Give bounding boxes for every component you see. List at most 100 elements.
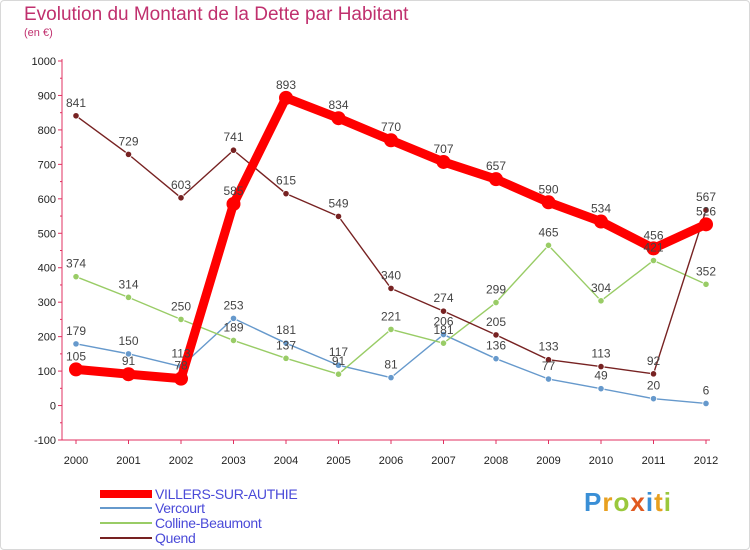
data-label: 274 [433, 291, 453, 305]
data-point [177, 194, 185, 202]
chart-subtitle: (en €) [24, 27, 53, 39]
y-tick-label: 600 [38, 194, 56, 206]
data-label: 615 [276, 174, 296, 188]
y-tick-label: 300 [38, 297, 56, 309]
data-point [541, 195, 556, 210]
data-point [439, 339, 448, 347]
x-tick-label: 2007 [431, 455, 455, 467]
data-label: 657 [486, 159, 506, 173]
data-point [387, 284, 395, 292]
data-label: 253 [223, 298, 243, 312]
data-label: 77 [542, 359, 556, 373]
data-label: 179 [66, 324, 86, 338]
x-tick-label: 2002 [169, 455, 193, 467]
data-label: 567 [696, 190, 716, 204]
data-label: 707 [433, 142, 453, 156]
data-point [282, 339, 290, 347]
data-point [649, 395, 658, 403]
data-point [649, 256, 658, 265]
data-point [384, 133, 398, 148]
data-point [594, 214, 608, 229]
data-point [544, 241, 553, 249]
x-tick-label: 2008 [484, 455, 508, 467]
data-point [124, 350, 133, 358]
data-label: 150 [118, 334, 138, 348]
data-point [649, 370, 658, 378]
legend-item-vercourt: Vercourt [100, 500, 205, 516]
data-label: 893 [276, 78, 296, 92]
logo-letter: i [663, 487, 672, 517]
legend-item-villers: VILLERS-SUR-AUTHIE [100, 486, 298, 502]
legend-item-quend: Quend [100, 530, 196, 546]
logo-letter: i [645, 487, 655, 517]
data-label: 105 [66, 349, 86, 363]
data-label: 421 [643, 240, 663, 254]
data-point [72, 112, 80, 120]
data-label: 770 [381, 120, 401, 134]
data-point [72, 273, 80, 281]
y-tick-label: 100 [38, 366, 56, 378]
series-line-3 [75, 115, 707, 375]
data-point [544, 356, 553, 364]
y-tick-label: 900 [38, 90, 56, 102]
logo-letter: r [602, 487, 614, 517]
data-label: 834 [328, 98, 348, 112]
data-label: 113 [591, 347, 610, 361]
x-tick-label: 2001 [116, 455, 140, 467]
data-label: 117 [329, 345, 348, 359]
data-point [702, 206, 710, 214]
y-tick-label: 1000 [32, 56, 56, 68]
data-label: 181 [276, 323, 296, 337]
data-label: 534 [591, 202, 611, 216]
legend-swatch-vercourt [100, 507, 152, 509]
data-label: 340 [381, 268, 401, 282]
y-tick-label: 500 [38, 228, 56, 240]
data-point [436, 154, 451, 169]
data-point [331, 111, 346, 126]
data-point [282, 354, 290, 362]
data-label: 91 [122, 354, 136, 368]
data-label: 6 [703, 383, 710, 397]
data-label: 81 [384, 358, 398, 372]
data-label: 841 [66, 96, 86, 110]
data-point [334, 361, 343, 369]
legend-swatch-quend [100, 537, 152, 539]
data-point [177, 315, 185, 324]
data-point [489, 172, 503, 187]
data-point [699, 217, 713, 232]
x-tick-label: 2010 [589, 455, 613, 467]
data-point [492, 298, 500, 307]
x-tick-label: 2003 [221, 455, 245, 467]
data-point [121, 367, 136, 382]
data-point [174, 371, 188, 386]
legend-swatch-colline [100, 522, 152, 524]
data-label: 205 [486, 315, 506, 329]
data-label: 92 [647, 354, 661, 368]
data-point [492, 331, 500, 339]
data-point [226, 196, 241, 211]
logo-letter: t [654, 487, 664, 517]
data-label: 729 [118, 134, 138, 148]
legend-item-colline: Colline-Beaumont [100, 515, 262, 531]
proxiti-logo: Proxiti [584, 487, 672, 518]
data-point [69, 362, 83, 377]
data-label: 189 [223, 320, 243, 334]
data-point [387, 325, 395, 334]
data-label: 91 [332, 354, 346, 368]
legend-label-colline: Colline-Beaumont [155, 515, 262, 531]
data-label: 20 [647, 379, 661, 393]
data-point [597, 385, 605, 393]
x-tick-label: 2011 [642, 455, 666, 467]
x-tick-label: 2005 [326, 455, 350, 467]
data-point [124, 293, 133, 301]
data-point [387, 374, 395, 382]
data-label: 206 [433, 315, 453, 329]
data-label: 78 [174, 359, 188, 373]
legend-swatch-villers [100, 490, 152, 498]
y-tick-label: 700 [38, 159, 56, 171]
data-label: 352 [696, 264, 716, 278]
data-label: 299 [486, 283, 506, 297]
logo-letter: o [613, 487, 631, 517]
data-label: 465 [538, 225, 558, 239]
